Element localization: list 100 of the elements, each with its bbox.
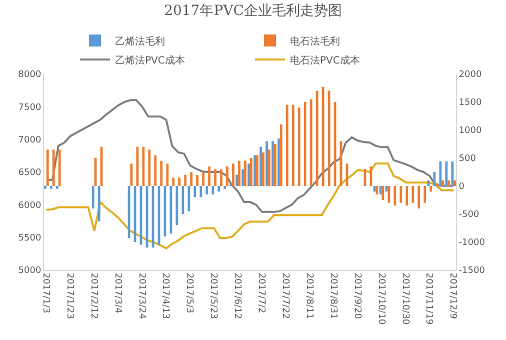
bar [136,146,139,186]
bar [430,186,432,192]
y2-tick-label: 1000 [458,126,482,136]
y2-tick-label: -500 [458,210,480,220]
bar [418,186,420,208]
bar [172,178,175,186]
y-tick-label: 6000 [18,200,42,211]
bar [98,186,100,222]
y2-tick-label: 2000 [458,70,482,80]
bar [46,150,49,186]
bar [206,186,208,194]
bar [433,172,436,186]
bar [50,186,52,189]
x-tick-label: 2017/1/23 [64,272,74,319]
bar [439,161,442,186]
x-tick-label: 2017/3/24 [136,272,146,320]
bar [212,186,214,194]
legend-label: 电石法毛利 [290,35,340,48]
bar [322,86,324,186]
bar [226,166,228,186]
bar [298,108,300,186]
bar [160,160,163,186]
bar [142,146,145,186]
x-tick-label: 2017/1/3 [40,272,50,314]
x-tick-label: 2017/7/2 [256,272,266,314]
bar [412,186,414,203]
bar [256,155,258,186]
x-tick-label: 2017/8/11 [304,272,314,319]
x-tick-label: 2017/5/23 [208,272,218,319]
x-tick-label: 2017/8/31 [328,272,338,319]
chart-title: 2017年PVC企业毛利走势图 [164,2,342,19]
legend-label: 乙烯法PVC成本 [115,54,185,66]
bar [382,186,384,200]
bar [278,138,280,186]
bar [254,155,256,186]
bar [248,164,250,186]
line-series [45,162,455,250]
x-tick-label: 2017/10/10 [376,272,386,325]
bar [200,186,202,198]
bar [280,124,282,186]
x-tick-label: 2017/11/19 [424,272,434,325]
bar [448,180,450,186]
bar [436,183,438,186]
bar [310,99,312,186]
legend-label: 乙烯法毛利 [115,35,165,48]
bar [272,141,274,186]
bar [52,150,55,186]
bar [208,166,210,186]
bar [44,186,46,189]
x-tick-label: 2017/7/22 [280,272,290,319]
bar [188,186,190,212]
x-tick-label: 2017/6/12 [232,272,242,319]
bar [214,169,216,186]
y-tick-label: 7500 [18,102,42,113]
bar [304,102,306,186]
bar [445,161,448,186]
bar [244,160,246,186]
bar [286,104,288,186]
bar [406,186,408,206]
bar [238,160,240,186]
bar [442,180,444,186]
bar [202,172,204,186]
bar [92,186,94,208]
bar [262,152,264,186]
x-tick-label: 2017/2/12 [88,272,98,319]
bar [190,172,193,186]
bar [242,169,244,186]
bar [454,180,456,186]
bar [182,186,184,214]
bar [451,161,454,186]
bar [424,186,426,203]
y-tick-label: 7000 [18,135,42,146]
x-tick-label: 2017/12/9 [448,272,458,320]
bar [232,164,234,186]
bar [178,178,181,186]
x-tick-label: 2017/3/4 [112,272,122,314]
y-tick-label: 5000 [18,266,42,276]
bar [166,164,169,186]
bar [184,174,187,186]
bar [218,186,220,192]
bar [266,141,268,186]
bar [56,186,58,189]
y2-tick-label: 500 [458,154,476,164]
x-tick-label: 2017/9/20 [352,272,362,320]
bar [316,90,318,186]
x-tick-label: 2017/10/30 [400,272,410,325]
bar [220,169,222,186]
bar [388,186,390,203]
bar [148,150,151,186]
bar [373,186,376,192]
bar [250,158,252,186]
x-tick-label: 2017/5/3 [184,272,194,314]
bar [154,155,157,186]
bar [274,144,276,186]
bar [236,174,238,186]
bar [230,183,232,186]
y2-tick-label: 1500 [458,98,482,108]
bar [260,146,262,186]
bar [194,186,196,198]
y-tick-label: 6500 [18,168,42,178]
